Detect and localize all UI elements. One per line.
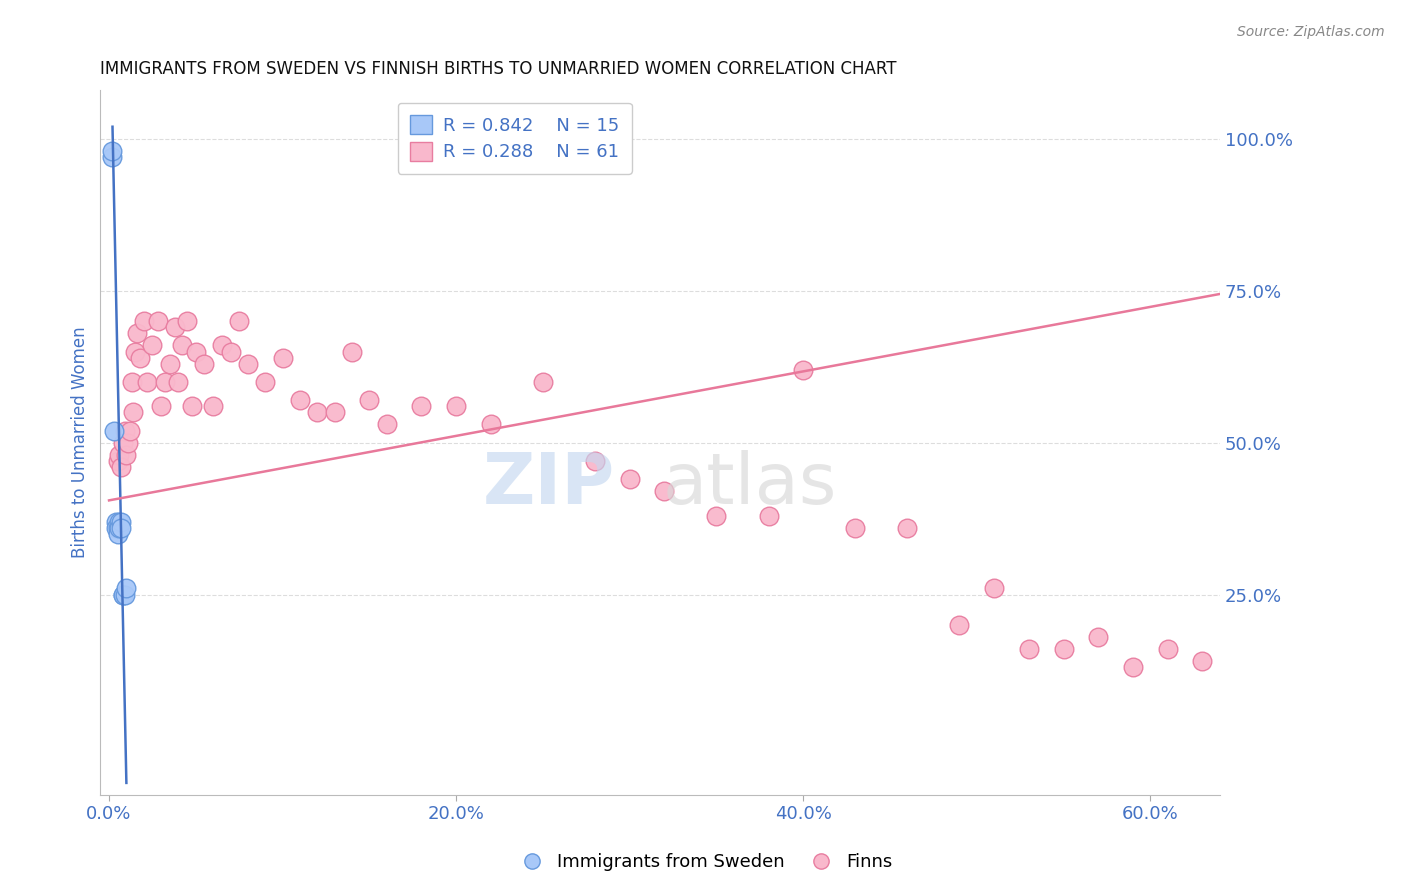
Point [184, 344, 207, 359]
Point [948, 618, 970, 632]
Point [163, 320, 186, 334]
Point [110, 460, 132, 475]
Point [271, 351, 294, 365]
Point [411, 399, 433, 413]
Point [1226, 132, 1249, 146]
Point [170, 338, 193, 352]
Text: atlas: atlas [662, 450, 837, 519]
Point [340, 344, 363, 359]
Point [844, 521, 866, 535]
Point [167, 375, 190, 389]
Point [132, 314, 155, 328]
Point [107, 526, 129, 541]
Point [193, 357, 215, 371]
Point [236, 357, 259, 371]
Legend: R = 0.842    N = 15, R = 0.288    N = 61: R = 0.842 N = 15, R = 0.288 N = 61 [398, 103, 631, 174]
Point [1156, 642, 1178, 657]
Point [104, 515, 127, 529]
Point [124, 344, 146, 359]
Text: Source: ZipAtlas.com: Source: ZipAtlas.com [1237, 25, 1385, 39]
Point [141, 338, 163, 352]
Point [288, 393, 311, 408]
Point [136, 375, 159, 389]
Point [121, 375, 143, 389]
Point [122, 405, 145, 419]
Point [176, 314, 198, 328]
Point [983, 582, 1005, 596]
Y-axis label: Births to Unmarried Women: Births to Unmarried Women [72, 326, 89, 558]
Point [111, 588, 134, 602]
Point [108, 448, 131, 462]
Point [219, 344, 242, 359]
Point [129, 351, 152, 365]
Point [150, 399, 173, 413]
Point [375, 417, 398, 432]
Point [758, 508, 780, 523]
Point [619, 472, 641, 486]
Point [108, 515, 131, 529]
Point [101, 144, 124, 158]
Point [117, 435, 139, 450]
Point [1122, 660, 1144, 674]
Point [479, 417, 502, 432]
Point [202, 399, 225, 413]
Point [254, 375, 277, 389]
Point [1052, 642, 1074, 657]
Point [706, 508, 728, 523]
Point [103, 424, 125, 438]
Point [323, 405, 346, 419]
Point [1018, 642, 1040, 657]
Point [654, 484, 676, 499]
Point [792, 363, 814, 377]
Point [115, 448, 138, 462]
Point [110, 515, 132, 529]
Point [211, 338, 233, 352]
Point [111, 588, 134, 602]
Point [104, 521, 127, 535]
Text: ZIP: ZIP [484, 450, 616, 519]
Point [896, 521, 918, 535]
Point [110, 521, 132, 535]
Point [307, 405, 329, 419]
Point [583, 454, 606, 468]
Point [118, 424, 141, 438]
Point [146, 314, 169, 328]
Legend: Immigrants from Sweden, Finns: Immigrants from Sweden, Finns [506, 847, 900, 879]
Point [181, 399, 204, 413]
Point [228, 314, 250, 328]
Point [115, 582, 138, 596]
Point [1087, 630, 1109, 644]
Point [125, 326, 148, 341]
Point [108, 521, 131, 535]
Point [1191, 654, 1213, 668]
Point [159, 357, 181, 371]
Point [114, 588, 136, 602]
Point [531, 375, 554, 389]
Point [111, 435, 134, 450]
Point [114, 424, 136, 438]
Point [444, 399, 467, 413]
Point [153, 375, 176, 389]
Point [107, 521, 129, 535]
Point [107, 454, 129, 468]
Point [359, 393, 381, 408]
Text: IMMIGRANTS FROM SWEDEN VS FINNISH BIRTHS TO UNMARRIED WOMEN CORRELATION CHART: IMMIGRANTS FROM SWEDEN VS FINNISH BIRTHS… [100, 60, 897, 78]
Point [101, 150, 124, 164]
